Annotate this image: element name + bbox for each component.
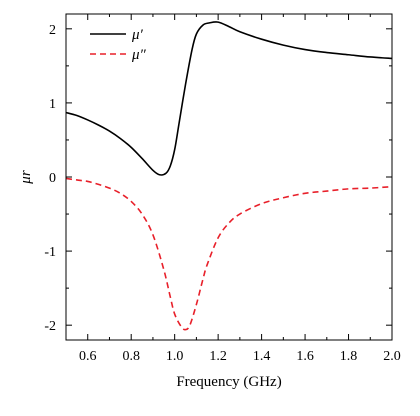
x-axis-title: Frequency (GHz) — [176, 374, 281, 390]
x-tick-label: 0.8 — [122, 349, 140, 364]
x-tick-label: 1.4 — [253, 349, 271, 364]
legend: μ′ μ″ — [90, 27, 147, 63]
x-tick-label: 0.6 — [79, 349, 97, 364]
x-tick-label: 1.8 — [340, 349, 358, 364]
y-axis-title: μr — [18, 170, 34, 185]
x-tick-label: 1.6 — [296, 349, 314, 364]
x-tick-label: 1.0 — [166, 349, 184, 364]
x-tick-label: 2.0 — [383, 349, 401, 364]
legend-label-mu-double-prime: μ″ — [131, 47, 147, 63]
x-tick-label: 1.2 — [209, 349, 227, 364]
series-line-mu-prime — [65, 21, 393, 176]
plot-frame — [65, 13, 393, 341]
series-line-mu-double-prime — [65, 177, 393, 331]
y-tick-label: 0 — [49, 171, 56, 186]
y-tick-label: 1 — [49, 97, 56, 112]
y-tick-label: -1 — [44, 245, 56, 260]
legend-label-mu-prime: μ′ — [131, 27, 144, 43]
ticks-layer: 0.6 0.8 1.0 1.2 1.4 1.6 1.8 2.0 -2 -1 0 1 2 — [44, 14, 401, 364]
y-tick-label: -2 — [44, 319, 56, 334]
y-tick-label: 2 — [49, 23, 56, 38]
series-layer — [65, 21, 393, 331]
